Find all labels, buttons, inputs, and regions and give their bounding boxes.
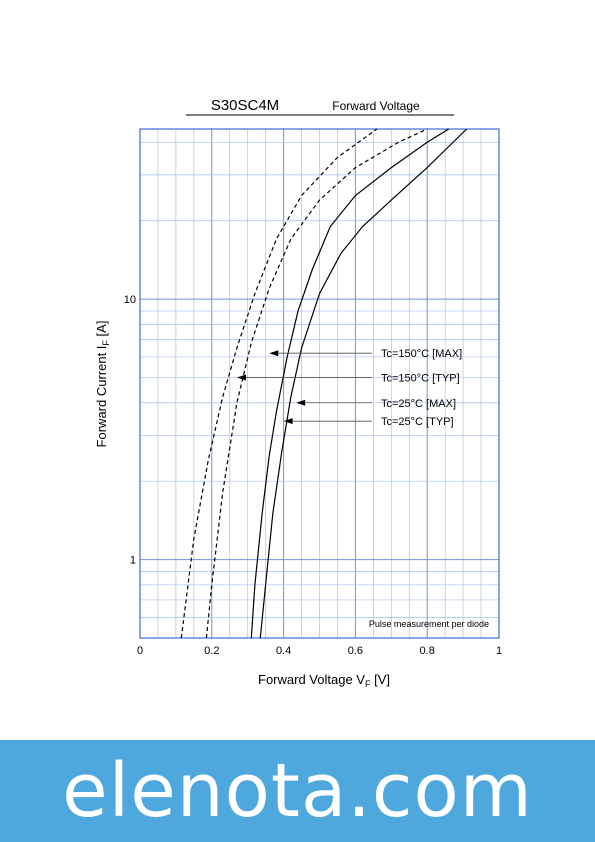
y-tick-label: 10: [124, 294, 136, 306]
x-tick-label: 0.4: [276, 645, 291, 657]
x-tick-label: 0: [137, 645, 143, 657]
arrowhead: [236, 374, 246, 381]
legend-label: Tc=25°C [TYP]: [381, 416, 454, 428]
x-tick-label: 0.8: [420, 645, 435, 657]
y-axis-label: Forward Current IF [A]: [94, 321, 111, 448]
x-tick-label: 0.2: [204, 645, 219, 657]
y-tick-label: 1: [130, 555, 136, 567]
legend-label: Tc=150°C [MAX]: [381, 348, 462, 360]
y-tick-labels: 1 10: [124, 294, 136, 566]
pulse-note: Pulse measurement per diode: [369, 619, 489, 629]
y-axis-label-unit: [A]: [94, 321, 109, 341]
chart-subtitle: Forward Voltage: [332, 99, 420, 113]
elenota-banner: elenota.com: [0, 740, 595, 842]
x-axis-label-unit: [V]: [370, 672, 390, 687]
series-line-4: [259, 128, 468, 639]
legend-label: Tc=150°C [TYP]: [381, 373, 460, 385]
x-axis-label-subscript: F: [365, 679, 371, 689]
y-axis-label-subscript: F: [101, 340, 111, 346]
x-axis-label: Forward Voltage VF [V]: [258, 672, 390, 689]
plot-frame: [139, 128, 500, 639]
legend-annotations: Tc=150°C [MAX] Tc=150°C [TYP] Tc=25°C [MAX…: [236, 348, 462, 428]
x-tick-labels: 0 0.2 0.4 0.6 0.8 1: [137, 645, 502, 657]
curves: [180, 128, 468, 639]
arrowhead: [269, 350, 279, 357]
x-tick-label: 1: [496, 645, 502, 657]
x-tick-label: 0.6: [348, 645, 363, 657]
banner-text: elenota.com: [62, 748, 533, 834]
forward-voltage-chart: S30SC4M Forward Voltage 0 0.2 0.4 0.6 0.8 1 1…: [94, 97, 502, 689]
legend-label: Tc=25°C [MAX]: [381, 398, 456, 410]
series-line-1: [180, 128, 378, 639]
grid: [140, 129, 499, 638]
arrowhead: [296, 399, 306, 406]
series-line-3: [250, 128, 450, 639]
chart-title: S30SC4M: [211, 97, 279, 114]
series-line-2: [205, 128, 428, 639]
arrowhead: [283, 418, 293, 425]
